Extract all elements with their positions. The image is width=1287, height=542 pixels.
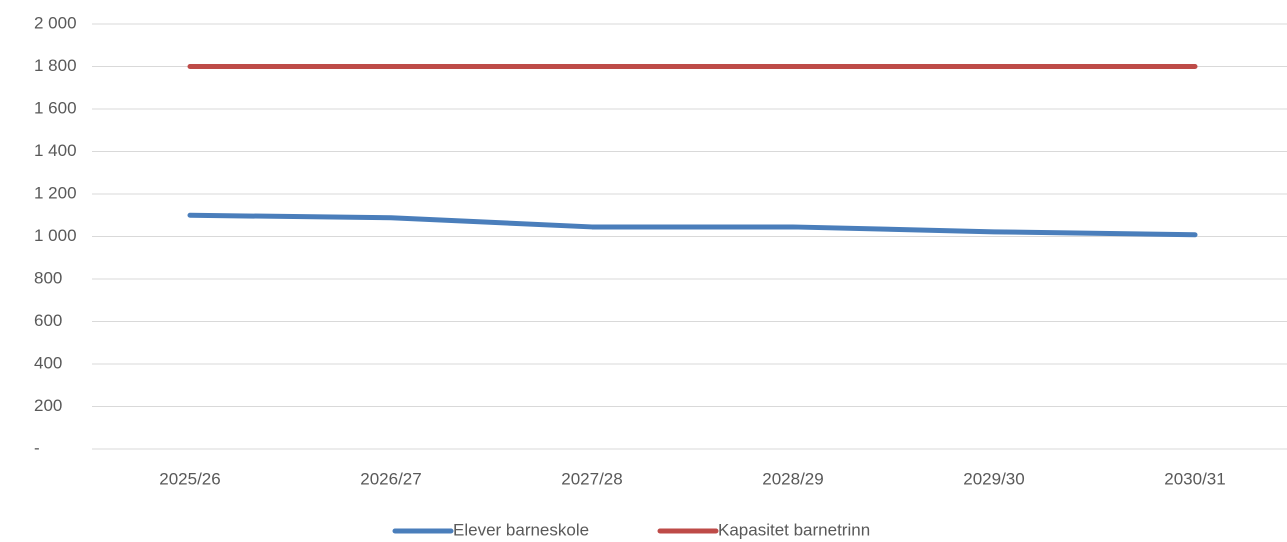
y-tick-label: 600 (34, 311, 62, 330)
y-tick-label: 1 000 (34, 226, 77, 245)
y-tick-label: 1 600 (34, 98, 77, 117)
x-tick-label: 2027/28 (561, 469, 622, 488)
x-tick-label: 2025/26 (159, 469, 220, 488)
y-tick-label: 1 800 (34, 56, 77, 75)
y-tick-label: 200 (34, 396, 62, 415)
y-tick-label: - (34, 438, 40, 457)
x-tick-label: 2030/31 (1164, 469, 1225, 488)
x-tick-label: 2029/30 (963, 469, 1024, 488)
legend-label: Elever barneskole (453, 520, 589, 539)
legend-label: Kapasitet barnetrinn (718, 520, 870, 539)
y-tick-label: 1 400 (34, 141, 77, 160)
y-tick-label: 2 000 (34, 13, 77, 32)
x-tick-label: 2026/27 (360, 469, 421, 488)
y-tick-label: 800 (34, 268, 62, 287)
y-tick-label: 1 200 (34, 183, 77, 202)
y-tick-label: 400 (34, 353, 62, 372)
x-tick-label: 2028/29 (762, 469, 823, 488)
series-line (187, 212, 1198, 238)
